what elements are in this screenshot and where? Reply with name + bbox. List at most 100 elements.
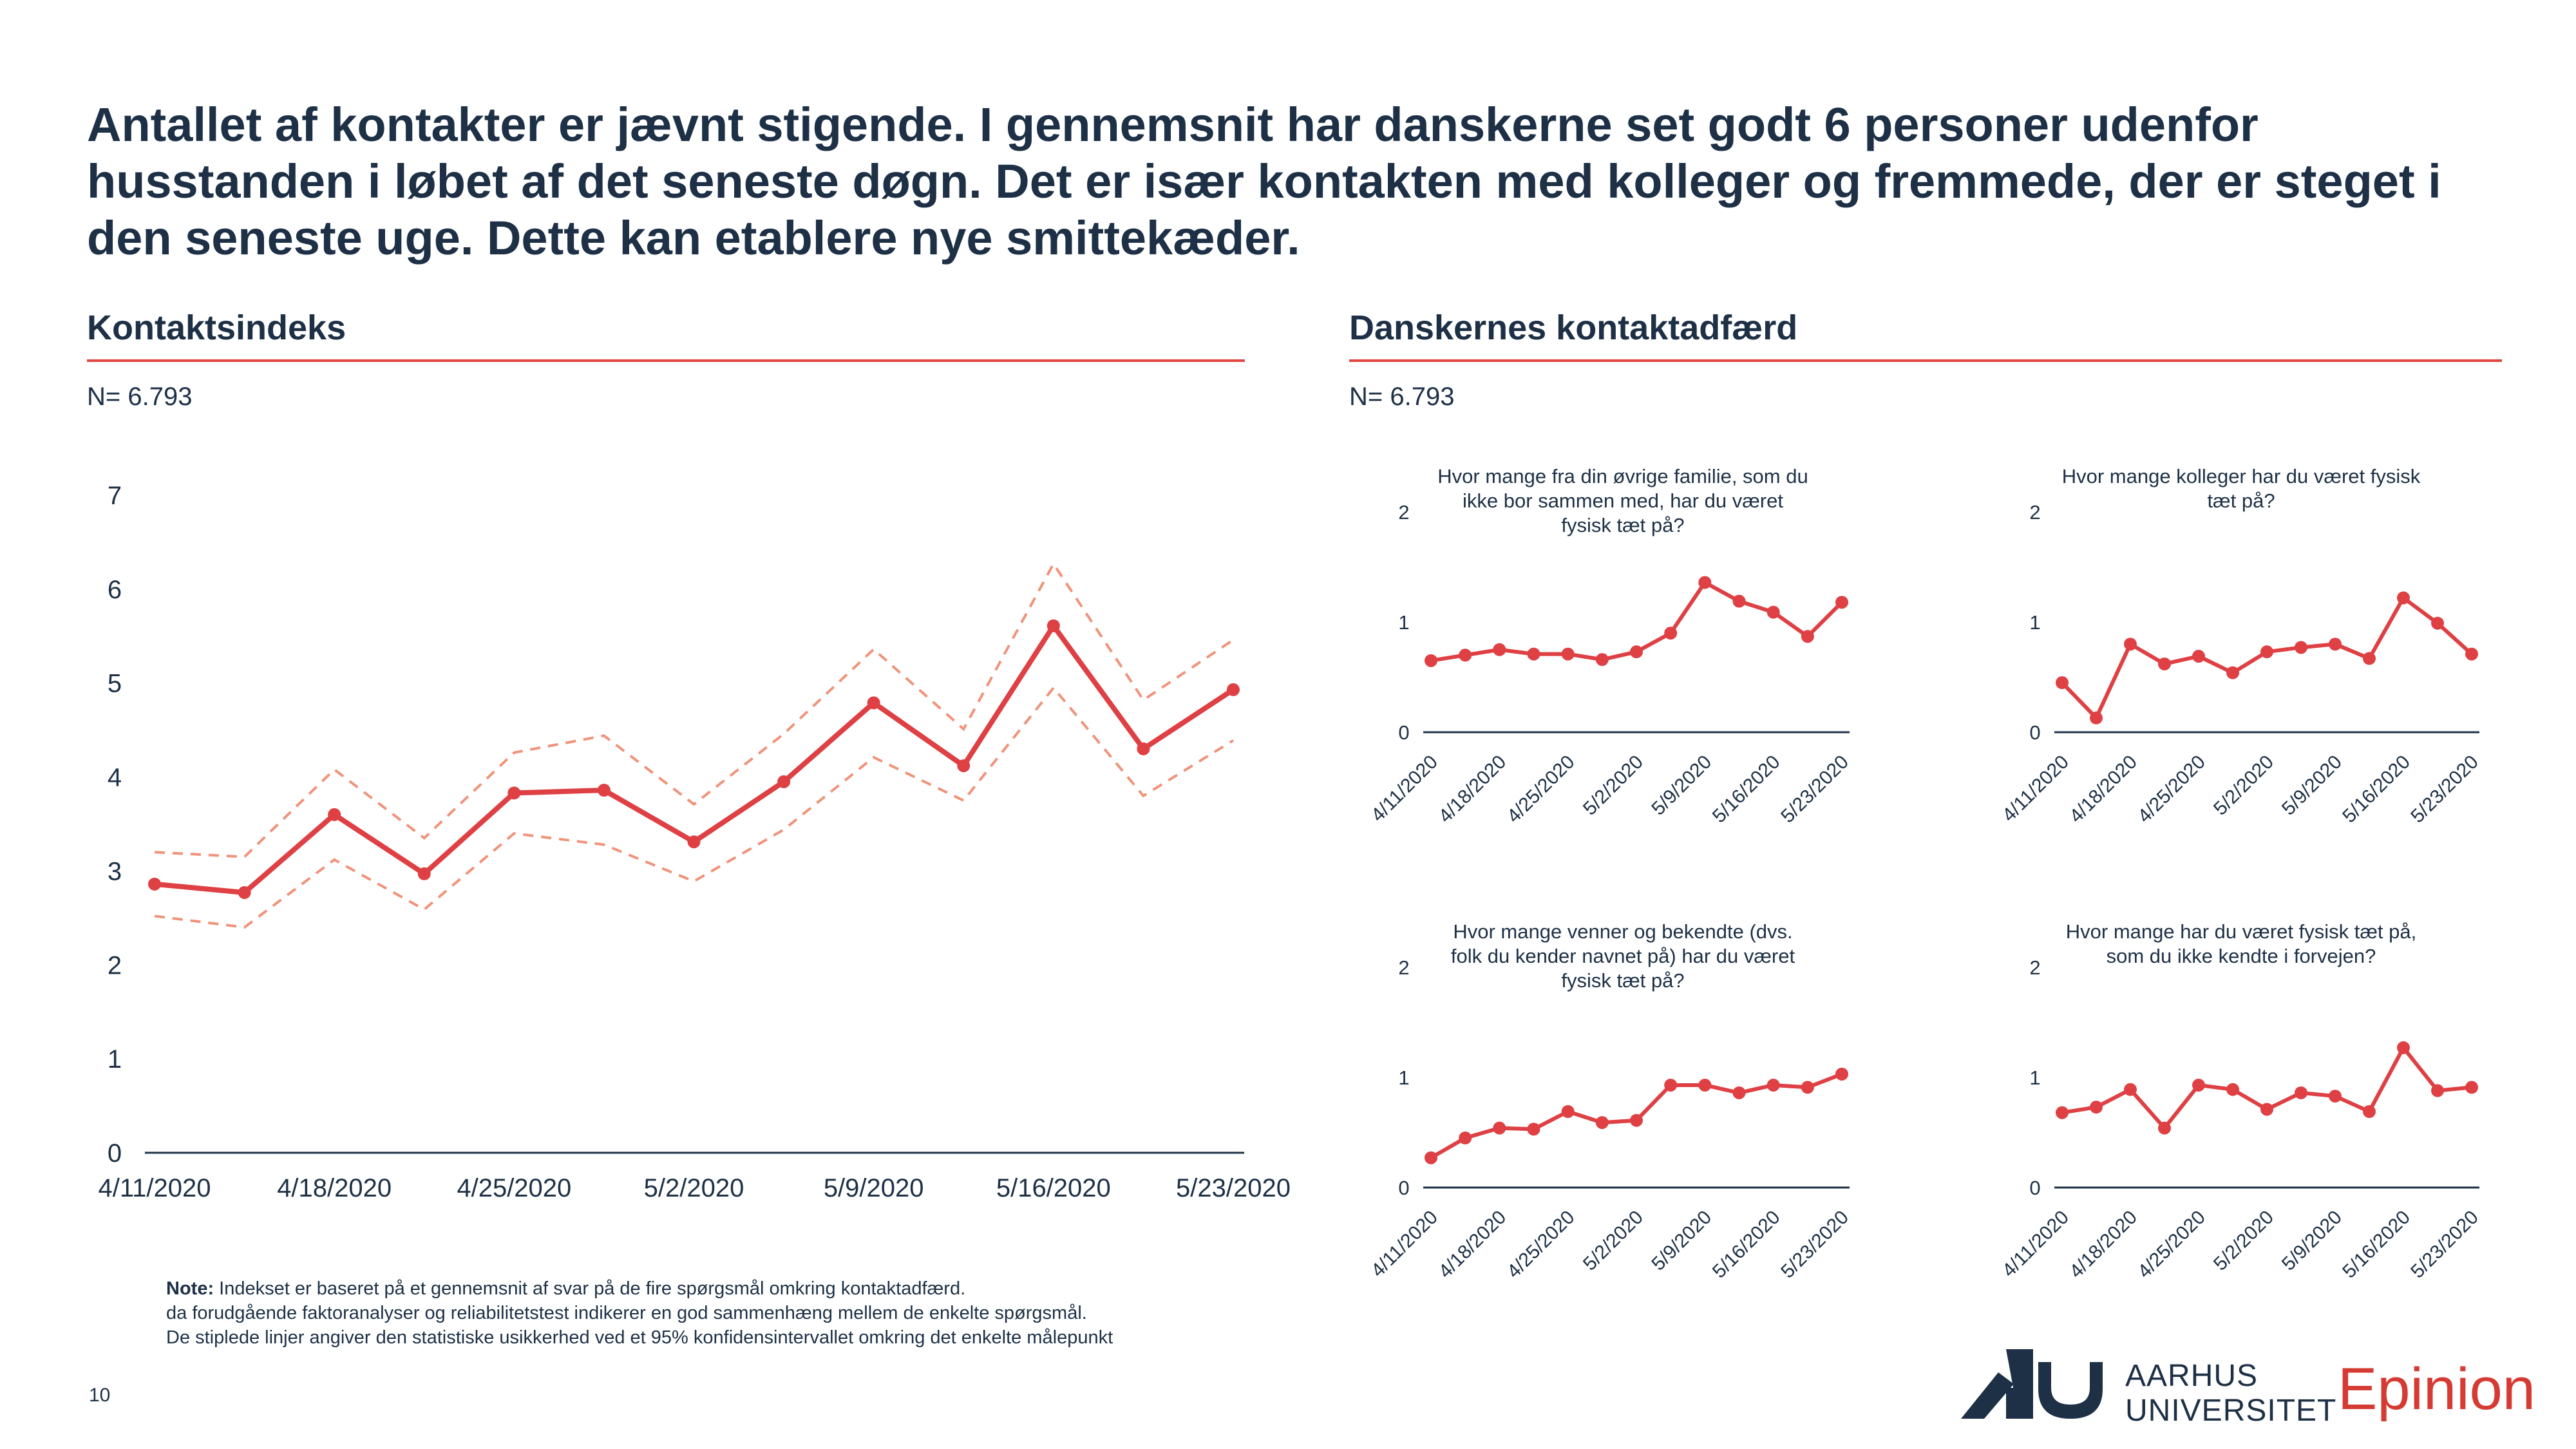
data-point — [1425, 1151, 1437, 1164]
chart-title-line: Hvor mange kolleger har du været fysisk — [2062, 465, 2421, 488]
data-point — [2192, 650, 2205, 663]
data-point — [2124, 638, 2137, 651]
chart-title-line: fysisk tæt på? — [1561, 514, 1684, 536]
x-tick-label: 5/23/2020 — [2407, 1207, 2483, 1283]
x-tick-label: 5/9/2020 — [1647, 1207, 1716, 1275]
data-point — [2465, 647, 2478, 661]
data-point — [2329, 638, 2342, 651]
chart-title-line: tæt på? — [2207, 489, 2275, 512]
epinion-logo: Epinion — [2338, 1356, 2535, 1422]
data-point — [957, 759, 971, 773]
chart-title-line: Hvor mange venner og bekendte (dvs. — [1453, 920, 1792, 943]
left-section-title: Kontaktsindeks — [87, 308, 346, 347]
x-tick-label: 5/23/2020 — [1176, 1174, 1291, 1202]
data-point — [2431, 616, 2444, 630]
y-tick-label: 6 — [108, 576, 122, 604]
note-line-2: da forudgående faktoranalyser og reliabi… — [166, 1303, 1087, 1323]
data-point — [2397, 591, 2410, 605]
data-point — [2260, 1103, 2273, 1116]
data-point — [1595, 653, 1609, 667]
x-tick-label: 4/25/2020 — [2134, 752, 2210, 828]
y-tick-label: 1 — [108, 1045, 122, 1074]
university-line-2: UNIVERSITET — [2125, 1394, 2337, 1428]
x-tick-label: 5/16/2020 — [2338, 1207, 2414, 1283]
data-point — [2260, 645, 2273, 659]
y-tick-label: 1 — [1398, 611, 1409, 634]
data-point — [2192, 1078, 2205, 1092]
note-line-3: De stiplede linjer angiver den statistis… — [166, 1327, 1113, 1348]
y-tick-label: 0 — [2029, 721, 2040, 744]
x-tick-label: 5/16/2020 — [996, 1174, 1111, 1202]
data-point — [2158, 657, 2171, 670]
x-tick-label: 4/18/2020 — [1435, 1207, 1511, 1283]
data-point — [2226, 1083, 2239, 1096]
x-tick-label: 4/18/2020 — [1435, 752, 1511, 828]
data-point — [2056, 1106, 2069, 1119]
data-point — [1732, 1086, 1746, 1099]
data-point — [1801, 1081, 1814, 1094]
series-line — [154, 623, 1235, 895]
data-point — [2158, 1121, 2171, 1135]
data-point — [1227, 683, 1240, 696]
data-point — [507, 786, 521, 800]
y-tick-label: 3 — [108, 857, 122, 886]
page-number: 10 — [89, 1385, 111, 1406]
data-point — [1493, 643, 1506, 656]
x-tick-label: 5/2/2020 — [2210, 752, 2278, 820]
data-point — [777, 775, 791, 788]
y-tick-label: 1 — [1398, 1066, 1409, 1089]
chart-title-line: Hvor mange fra din øvrige familie, som d… — [1437, 465, 1808, 488]
data-point — [2363, 1105, 2376, 1119]
x-tick-label: 5/9/2020 — [2278, 1207, 2346, 1275]
y-tick-label: 2 — [2029, 501, 2040, 524]
data-point — [1137, 742, 1150, 755]
chart-title-line: Hvor mange har du været fysisk tæt på, — [2066, 920, 2416, 943]
x-tick-label: 5/2/2020 — [644, 1174, 744, 1202]
data-point — [1493, 1121, 1506, 1135]
x-tick-label: 5/9/2020 — [1647, 752, 1716, 820]
chart-title-line: ikke bor sammen med, har du været — [1463, 489, 1783, 512]
y-tick-label: 2 — [1398, 501, 1409, 524]
data-point — [2295, 641, 2307, 654]
y-tick-label: 1 — [2029, 1066, 2040, 1089]
x-tick-label: 5/2/2020 — [1579, 1207, 1647, 1275]
data-point — [328, 808, 341, 821]
note-label: Note: — [166, 1278, 214, 1299]
data-point — [1425, 654, 1437, 667]
data-point — [148, 877, 161, 891]
aarhus-university-logo-icon — [1961, 1349, 2103, 1419]
x-tick-label: 4/11/2020 — [1998, 752, 2073, 826]
data-point — [1459, 649, 1472, 662]
page-headline: Antallet af kontakter er jævnt stigende.… — [87, 98, 2441, 265]
data-point — [2363, 652, 2376, 665]
x-tick-label: 4/18/2020 — [277, 1174, 392, 1202]
aarhus-university-wordmark: AARHUS UNIVERSITET — [2125, 1359, 2336, 1428]
data-point — [597, 783, 611, 797]
y-tick-label: 2 — [108, 951, 122, 980]
data-point — [417, 867, 431, 880]
x-tick-label: 4/25/2020 — [1503, 752, 1579, 828]
data-point — [867, 696, 880, 710]
data-point — [2226, 666, 2239, 679]
x-tick-label: 4/25/2020 — [1503, 1207, 1579, 1283]
x-tick-label: 5/16/2020 — [2338, 752, 2414, 828]
data-point — [1527, 1122, 1540, 1136]
data-point — [1527, 647, 1540, 661]
y-tick-label: 2 — [1398, 956, 1409, 979]
data-point — [1698, 1078, 1712, 1092]
data-point — [2431, 1084, 2444, 1097]
data-point — [1561, 647, 1575, 661]
x-tick-label: 5/23/2020 — [1777, 1207, 1853, 1283]
y-tick-label: 1 — [2029, 611, 2040, 634]
x-tick-label: 5/9/2020 — [824, 1174, 924, 1202]
y-tick-label: 0 — [1398, 721, 1409, 744]
chart-title-line: folk du kender navnet på) har du været — [1451, 945, 1795, 967]
data-point — [2056, 676, 2069, 690]
x-tick-label: 4/11/2020 — [1367, 752, 1442, 826]
x-tick-label: 4/18/2020 — [2065, 1207, 2141, 1283]
data-point — [1630, 1113, 1643, 1127]
right-section-rule — [1349, 359, 2502, 362]
note: Note: Indekset er baseret på et gennemsn… — [166, 1276, 1390, 1350]
x-tick-label: 5/16/2020 — [1709, 752, 1785, 828]
data-point — [1561, 1105, 1575, 1119]
